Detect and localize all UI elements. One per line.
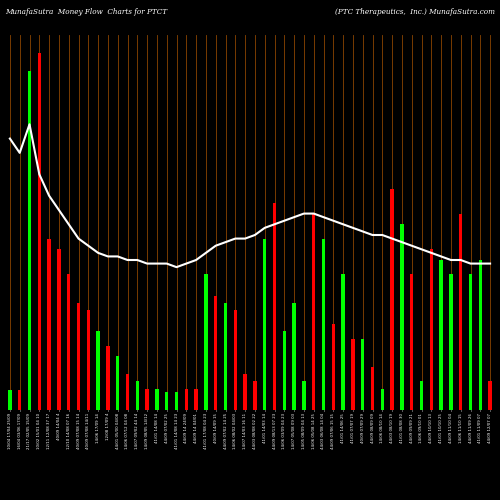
- Bar: [234, 310, 237, 410]
- Bar: [459, 214, 462, 410]
- Bar: [214, 296, 218, 410]
- Bar: [302, 382, 306, 410]
- Bar: [38, 53, 41, 410]
- Bar: [194, 388, 198, 410]
- Bar: [184, 388, 188, 410]
- Bar: [488, 382, 492, 410]
- Bar: [292, 303, 296, 410]
- Bar: [400, 224, 404, 410]
- Bar: [361, 338, 364, 410]
- Bar: [175, 392, 178, 410]
- Bar: [390, 188, 394, 410]
- Bar: [116, 356, 119, 410]
- Bar: [410, 274, 414, 410]
- Bar: [244, 374, 247, 410]
- Bar: [430, 250, 433, 410]
- Bar: [86, 310, 90, 410]
- Bar: [469, 274, 472, 410]
- Bar: [312, 214, 316, 410]
- Bar: [351, 338, 354, 410]
- Bar: [96, 332, 100, 410]
- Bar: [8, 390, 12, 410]
- Bar: [478, 260, 482, 410]
- Bar: [371, 367, 374, 410]
- Bar: [28, 70, 31, 410]
- Bar: [380, 388, 384, 410]
- Bar: [420, 382, 423, 410]
- Bar: [440, 260, 443, 410]
- Bar: [449, 274, 452, 410]
- Bar: [253, 382, 256, 410]
- Bar: [282, 332, 286, 410]
- Bar: [77, 303, 80, 410]
- Bar: [67, 274, 70, 410]
- Text: (PTC Therapeutics,  Inc.) MunafaSutra.com: (PTC Therapeutics, Inc.) MunafaSutra.com: [335, 8, 495, 16]
- Bar: [57, 250, 60, 410]
- Bar: [263, 238, 266, 410]
- Bar: [136, 382, 139, 410]
- Bar: [322, 238, 325, 410]
- Bar: [106, 346, 110, 410]
- Bar: [342, 274, 345, 410]
- Bar: [18, 390, 22, 410]
- Bar: [165, 392, 168, 410]
- Bar: [273, 203, 276, 410]
- Bar: [204, 274, 208, 410]
- Text: MunafaSutra  Money Flow  Charts for PTCT: MunafaSutra Money Flow Charts for PTCT: [5, 8, 167, 16]
- Bar: [48, 238, 51, 410]
- Bar: [332, 324, 335, 410]
- Bar: [126, 374, 129, 410]
- Bar: [146, 388, 149, 410]
- Bar: [155, 388, 158, 410]
- Bar: [224, 303, 227, 410]
